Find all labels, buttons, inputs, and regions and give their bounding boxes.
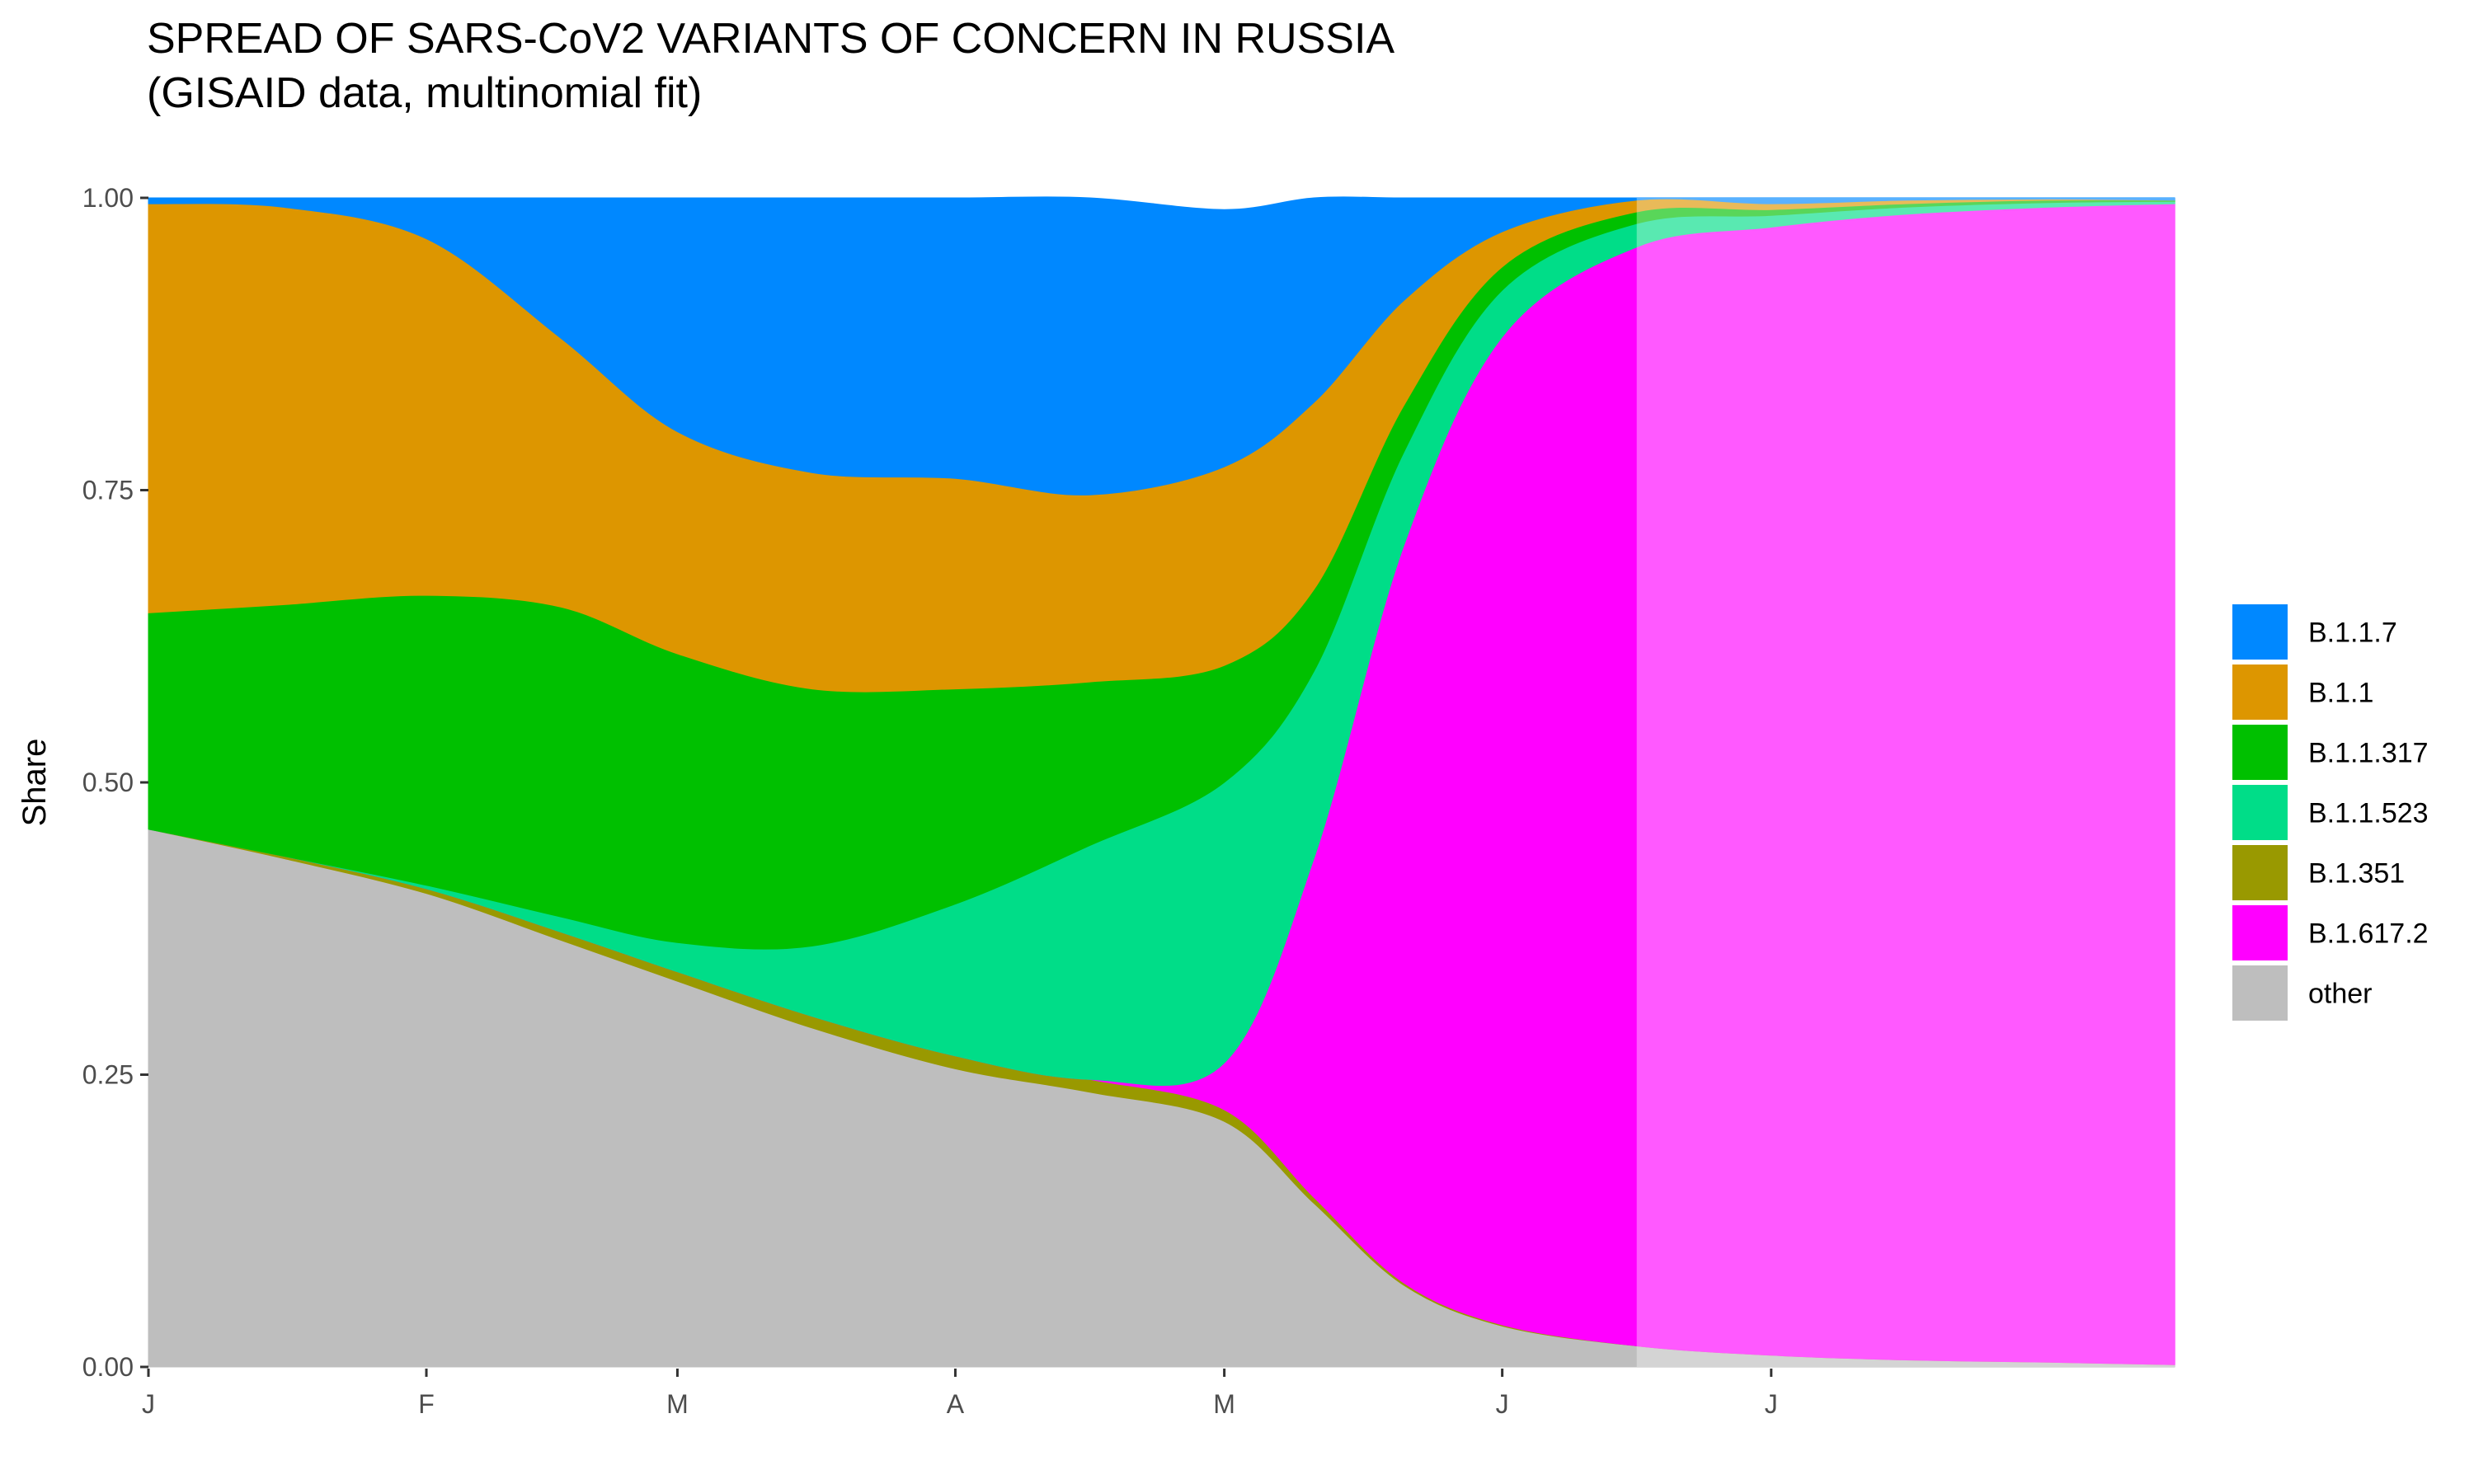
x-tick-label: A <box>947 1389 965 1419</box>
legend-swatch <box>2232 725 2288 780</box>
x-tick-label: M <box>1213 1389 1235 1419</box>
legend-swatch <box>2232 905 2288 960</box>
legend: B.1.1.7 B.1.1 B.1.1.317 B.1.1.523 B.1.351 B.1… <box>2232 604 2429 1021</box>
y-axis-title: Share <box>16 739 53 827</box>
x-tick-label: J <box>1765 1389 1778 1419</box>
chart-title-line1: SPREAD OF SARS-CoV2 VARIANTS OF CONCERN … <box>147 15 1395 63</box>
y-tick-label: 0.00 <box>82 1352 134 1382</box>
legend-swatch <box>2232 965 2288 1021</box>
legend-label: B.1.1.317 <box>2308 738 2429 769</box>
x-tick-label: F <box>418 1389 435 1419</box>
legend-swatch <box>2232 785 2288 840</box>
y-tick-label: 0.25 <box>82 1060 134 1090</box>
legend-swatch <box>2232 604 2288 660</box>
area-b-1-1-7 <box>148 196 2175 495</box>
legend-label: B.1.1 <box>2308 678 2373 709</box>
legend-label: B.1.1.523 <box>2308 798 2429 829</box>
stacked-areas <box>148 196 2175 1368</box>
y-tick-label: 1.00 <box>82 183 134 213</box>
chart-title: SPREAD OF SARS-CoV2 VARIANTS OF CONCERN … <box>147 12 1395 120</box>
legend-label: B.1.351 <box>2308 858 2405 890</box>
y-tick-label: 0.50 <box>82 768 134 797</box>
projection-overlay <box>1636 198 2175 1367</box>
axes: 0.00 0.25 0.50 0.75 1.00 J F M A M J J Share <box>16 183 1778 1419</box>
y-tick-label: 0.75 <box>82 476 134 505</box>
legend-label: B.1.617.2 <box>2308 918 2429 950</box>
x-tick-label: J <box>142 1389 155 1419</box>
legend-swatch <box>2232 665 2288 720</box>
legend-label: other <box>2308 979 2373 1010</box>
x-tick-label: M <box>666 1389 689 1419</box>
x-tick-label: J <box>1496 1389 1509 1419</box>
chart-title-line2: (GISAID data, multinomial fit) <box>147 69 703 117</box>
legend-swatch <box>2232 845 2288 900</box>
legend-label: B.1.1.7 <box>2308 618 2397 649</box>
